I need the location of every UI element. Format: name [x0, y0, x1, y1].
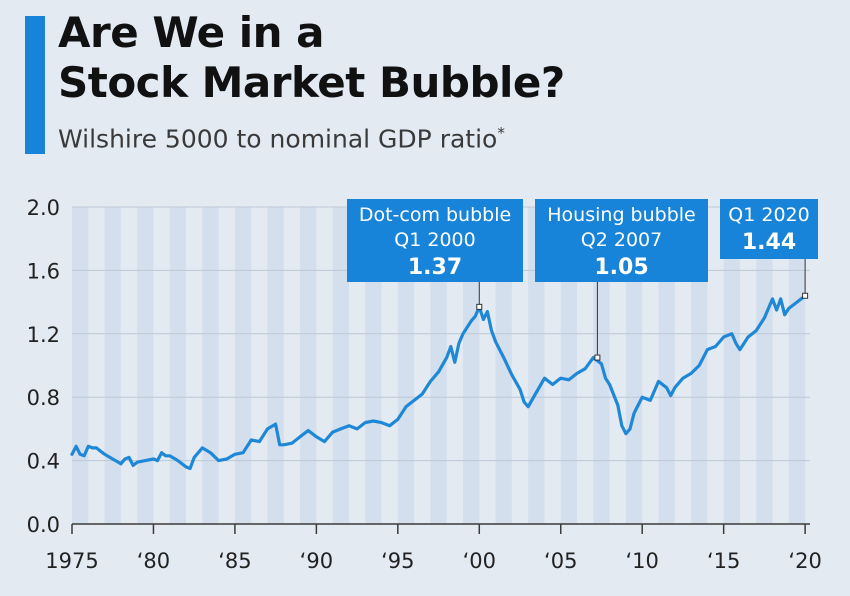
- year-band: [397, 207, 415, 524]
- callout-label: Q1 2020: [728, 204, 809, 226]
- x-tick-label: ‘95: [381, 549, 414, 573]
- annotation-callout: Dot-com bubble Q1 2000 1.37: [347, 199, 523, 310]
- x-tick-label: ‘00: [463, 549, 496, 573]
- chart-subtitle: Wilshire 5000 to nominal GDP ratio*: [58, 124, 505, 153]
- callout-marker: [476, 303, 483, 310]
- callout-box: [535, 199, 708, 282]
- y-tick-label: 0.4: [27, 450, 60, 474]
- year-band: [234, 207, 252, 524]
- year-band: [430, 207, 447, 524]
- x-tick-label: ‘85: [218, 549, 251, 573]
- y-tick-label: 1.2: [27, 323, 60, 347]
- year-band: [788, 207, 806, 524]
- callout-marker: [594, 354, 601, 361]
- annotation-callout: Housing bubble Q2 2007 1.05: [535, 199, 708, 361]
- callout-value: 1.37: [408, 255, 462, 280]
- chart-title: Are We in a Stock Market Bubble?: [58, 8, 565, 108]
- callout-label: Dot-com bubble: [359, 204, 511, 226]
- callout-value: 1.05: [594, 255, 648, 280]
- x-tick-label: 1975: [45, 549, 98, 573]
- subtitle-text: Wilshire 5000 to nominal GDP ratio: [58, 124, 498, 154]
- year-band: [137, 207, 154, 524]
- x-tick-label: ‘10: [625, 549, 658, 573]
- year-band: [658, 207, 675, 524]
- annotation-callout: Q1 2020 1.44: [720, 199, 818, 299]
- footnote-marker: *: [497, 124, 505, 142]
- callout-label: Housing bubble: [547, 204, 695, 226]
- callout-date: Q2 2007: [581, 229, 662, 251]
- year-band: [528, 207, 545, 524]
- year-band: [202, 207, 219, 524]
- x-tick-label: ‘05: [544, 549, 577, 573]
- year-band: [723, 207, 740, 524]
- y-tick-label: 0.0: [27, 513, 60, 537]
- x-tick-label: ‘20: [788, 549, 821, 573]
- series-group: [70, 294, 807, 471]
- year-band: [267, 207, 284, 524]
- year-band: [560, 207, 578, 524]
- annotation-group: Dot-com bubble Q1 2000 1.37 Housing bubble Q…: [347, 199, 818, 361]
- title-accent-bar: [25, 16, 45, 154]
- x-axis-ticks: 1975 ‘80 ‘85 ‘90 ‘95 ‘00 ‘05 ‘10 ‘15 ‘20: [45, 524, 822, 573]
- x-tick-label: ‘90: [300, 549, 333, 573]
- title-line-1: Are We in a: [58, 8, 325, 57]
- year-band: [169, 207, 187, 524]
- title-line-2: Stock Market Bubble?: [58, 58, 565, 107]
- x-tick-label: ‘80: [137, 549, 170, 573]
- y-axis-ticks: 0.0 0.4 0.8 1.2 1.6 2.0: [27, 196, 60, 537]
- year-band: [104, 207, 121, 524]
- year-band: [365, 207, 382, 524]
- year-band: [72, 207, 89, 524]
- series-line: [70, 294, 807, 471]
- x-tick-label: ‘15: [707, 549, 740, 573]
- callout-value: 1.44: [742, 230, 796, 255]
- y-tick-label: 2.0: [27, 196, 60, 220]
- year-band: [756, 207, 773, 524]
- y-tick-label: 1.6: [27, 259, 60, 283]
- y-tick-label: 0.8: [27, 386, 60, 410]
- callout-date: Q1 2000: [394, 229, 475, 251]
- year-band: [462, 207, 480, 524]
- year-band: [300, 207, 317, 524]
- callout-box: [347, 199, 523, 282]
- callout-marker: [802, 292, 809, 299]
- year-band: [495, 207, 512, 524]
- year-band: [625, 207, 643, 524]
- callout-box: [720, 199, 818, 259]
- year-band: [332, 207, 349, 524]
